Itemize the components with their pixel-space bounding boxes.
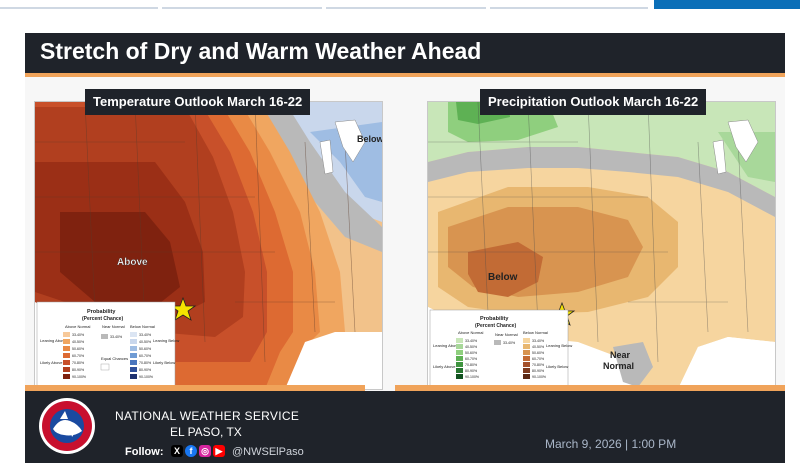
- svg-text:80-90%: 80-90%: [139, 368, 151, 372]
- svg-text:Likely Above: Likely Above: [40, 360, 63, 365]
- nav-tab-2[interactable]: [162, 7, 322, 9]
- svg-text:(Percent Chance): (Percent Chance): [475, 323, 516, 329]
- svg-text:90-100%: 90-100%: [72, 375, 86, 379]
- footer-accent-right: [395, 385, 785, 391]
- briefing-slide: Stretch of Dry and Warm Weather Ahead: [25, 33, 785, 463]
- nav-tab-active[interactable]: [654, 0, 800, 9]
- title-bar: Stretch of Dry and Warm Weather Ahead: [25, 33, 785, 77]
- svg-text:40-50%: 40-50%: [72, 340, 84, 344]
- svg-text:Probability: Probability: [480, 316, 509, 322]
- svg-text:40-50%: 40-50%: [465, 345, 477, 349]
- svg-text:70-80%: 70-80%: [72, 361, 84, 365]
- nav-tab-3[interactable]: [326, 7, 486, 9]
- svg-text:Above Normal: Above Normal: [458, 330, 483, 335]
- svg-text:70-80%: 70-80%: [465, 363, 477, 367]
- svg-text:33-40%: 33-40%: [465, 339, 477, 343]
- footer-accent-left: [25, 385, 365, 391]
- top-nav: [0, 0, 800, 12]
- svg-text:40-50%: 40-50%: [532, 345, 544, 349]
- svg-text:90-100%: 90-100%: [139, 375, 153, 379]
- svg-text:90-100%: 90-100%: [465, 375, 479, 379]
- youtube-icon[interactable]: ▶: [213, 445, 225, 457]
- svg-text:70-80%: 70-80%: [532, 363, 544, 367]
- nav-tab-4[interactable]: [490, 7, 648, 9]
- svg-text:50-60%: 50-60%: [72, 347, 84, 351]
- svg-text:40-50%: 40-50%: [139, 340, 151, 344]
- svg-text:90-100%: 90-100%: [532, 375, 546, 379]
- svg-text:70-80%: 70-80%: [139, 361, 151, 365]
- temperature-legend: Probability (Percent Chance) Above Norma…: [36, 301, 179, 387]
- svg-text:50-60%: 50-60%: [465, 351, 477, 355]
- svg-text:Equal Chances: Equal Chances: [101, 356, 128, 361]
- svg-text:60-70%: 60-70%: [465, 357, 477, 361]
- svg-text:60-70%: 60-70%: [72, 354, 84, 358]
- svg-text:50-60%: 50-60%: [139, 347, 151, 351]
- temperature-panel-label: Temperature Outlook March 16-22: [85, 89, 311, 115]
- svg-text:Below Normal: Below Normal: [523, 330, 548, 335]
- footer: NATIONAL WEATHER SERVICE EL PASO, TX Fol…: [25, 385, 785, 463]
- svg-text:Below Normal: Below Normal: [130, 324, 155, 329]
- svg-text:Likely Above: Likely Above: [433, 364, 456, 369]
- svg-text:33-40%: 33-40%: [110, 335, 122, 339]
- svg-text:Leaning Above: Leaning Above: [40, 338, 67, 343]
- svg-text:80-90%: 80-90%: [532, 369, 544, 373]
- issue-date: March 9, 2026 | 1:00 PM: [545, 437, 677, 451]
- svg-text:Near Normal: Near Normal: [102, 324, 125, 329]
- precipitation-map: Below Near Normal Probability (Percent Ch…: [427, 101, 776, 390]
- svg-text:60-70%: 60-70%: [139, 354, 151, 358]
- near-normal-label: Near Normal: [603, 350, 634, 371]
- svg-text:Leaning Below: Leaning Below: [153, 338, 179, 343]
- nws-logo-icon: [39, 398, 95, 454]
- svg-text:Likely Below: Likely Below: [546, 364, 568, 369]
- org-name: NATIONAL WEATHER SERVICE: [115, 409, 300, 423]
- svg-text:Leaning Below: Leaning Below: [546, 343, 572, 348]
- svg-text:33-40%: 33-40%: [139, 333, 151, 337]
- precipitation-legend: Probability (Percent Chance) Above Norma…: [429, 309, 572, 387]
- svg-text:Leaning Above: Leaning Above: [433, 343, 460, 348]
- office-location: EL PASO, TX: [170, 425, 242, 439]
- svg-text:33-40%: 33-40%: [503, 341, 515, 345]
- svg-text:33-40%: 33-40%: [532, 339, 544, 343]
- svg-text:Probability: Probability: [87, 309, 116, 315]
- below-label: Below: [357, 134, 382, 144]
- precipitation-panel-label: Precipitation Outlook March 16-22: [480, 89, 707, 115]
- facebook-icon[interactable]: f: [185, 445, 197, 457]
- svg-text:50-60%: 50-60%: [532, 351, 544, 355]
- below-label: Below: [488, 272, 518, 283]
- slide-title: Stretch of Dry and Warm Weather Ahead: [40, 38, 482, 64]
- title-underline: [25, 73, 785, 77]
- svg-text:Near Normal: Near Normal: [495, 332, 518, 337]
- svg-text:Above Normal: Above Normal: [65, 324, 90, 329]
- temperature-map: Above Below Probability (Percent Chance)…: [34, 101, 383, 390]
- svg-text:60-70%: 60-70%: [532, 357, 544, 361]
- follow-label: Follow:: [125, 446, 164, 458]
- svg-text:80-90%: 80-90%: [465, 369, 477, 373]
- svg-text:33-40%: 33-40%: [72, 333, 84, 337]
- svg-text:80-90%: 80-90%: [72, 368, 84, 372]
- nav-tab-1[interactable]: [0, 7, 158, 9]
- x-icon[interactable]: X: [171, 445, 183, 457]
- above-label: Above: [117, 257, 148, 268]
- svg-text:Likely Below: Likely Below: [153, 360, 175, 365]
- social-handle[interactable]: @NWSElPaso: [232, 446, 304, 458]
- svg-text:(Percent Chance): (Percent Chance): [82, 316, 123, 322]
- instagram-icon[interactable]: ◎: [199, 445, 211, 457]
